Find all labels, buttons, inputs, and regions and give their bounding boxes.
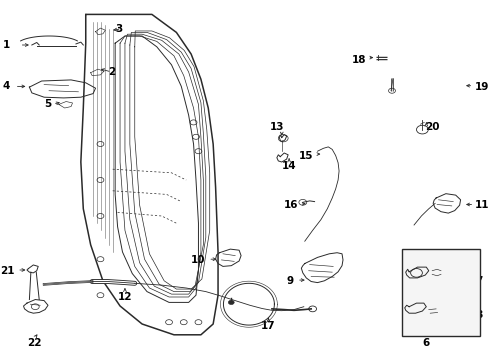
Text: 4: 4 — [2, 81, 10, 91]
Text: 3: 3 — [115, 24, 122, 34]
Text: 16: 16 — [283, 200, 298, 210]
Text: 17: 17 — [261, 321, 276, 331]
Text: 14: 14 — [282, 161, 296, 171]
Text: 13: 13 — [270, 122, 284, 132]
Text: 15: 15 — [299, 150, 314, 161]
Text: 1: 1 — [2, 40, 10, 50]
Bar — [402, 249, 480, 336]
Text: 22: 22 — [27, 338, 42, 348]
Text: 7: 7 — [475, 276, 483, 286]
Text: 8: 8 — [475, 310, 483, 320]
Text: 6: 6 — [423, 338, 430, 348]
Text: 21: 21 — [0, 266, 15, 276]
Text: 20: 20 — [425, 122, 440, 132]
Text: 11: 11 — [475, 200, 490, 210]
Text: 18: 18 — [352, 55, 367, 66]
Text: 12: 12 — [118, 292, 132, 302]
Text: 19: 19 — [474, 82, 489, 92]
Text: 10: 10 — [191, 255, 206, 265]
Text: 9: 9 — [287, 276, 294, 286]
Circle shape — [228, 300, 234, 305]
Text: 2: 2 — [108, 67, 115, 77]
Text: 5: 5 — [44, 99, 51, 109]
